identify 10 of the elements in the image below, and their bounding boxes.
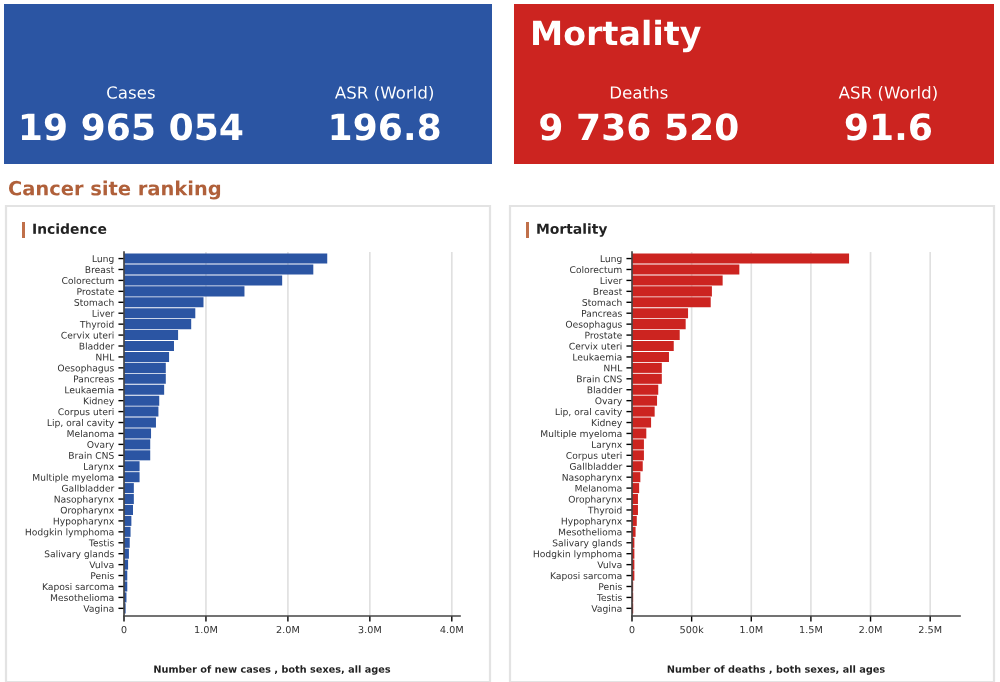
text: ASR (World): [838, 85, 937, 101]
text: 91.6: [845, 113, 932, 141]
text: ASR (World): [334, 85, 434, 101]
text: Cancer site ranking: [8, 180, 221, 200]
text: Deaths: [610, 85, 668, 99]
text: 196.8: [331, 113, 440, 141]
text: Cases: [107, 86, 155, 99]
text: 9 736 520: [540, 113, 738, 141]
text: 19 965 054: [21, 113, 243, 141]
text: Mortality: [533, 19, 701, 53]
